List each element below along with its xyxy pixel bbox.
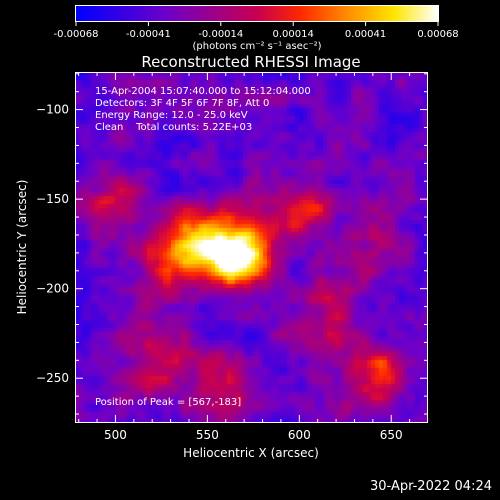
x-tick-label: 500 (104, 428, 127, 442)
colorbar-units: (photons cm⁻² s⁻¹ asec⁻²) (192, 41, 321, 52)
colorbar-tick-label: -0.00014 (198, 29, 243, 40)
y-tick-label: −200 (36, 282, 69, 296)
info-peak-position: Position of Peak = [567,-183] (95, 397, 242, 408)
colorbar-tick-label: 0.00041 (345, 29, 386, 40)
plot-area (75, 72, 428, 423)
info-energy-range: Energy Range: 12.0 - 25.0 keV (95, 110, 248, 121)
colorbar-tick-label: -0.00041 (126, 29, 171, 40)
info-detectors: Detectors: 3F 4F 5F 6F 7F 8F, Att 0 (95, 98, 270, 109)
colorbar-axis: -0.00068 -0.00041 -0.00014 0.00014 0.00041 0.… (54, 22, 459, 52)
info-time-range: 15-Apr-2004 15:07:40.000 to 15:12:04.000 (95, 86, 311, 97)
y-axis-label: Heliocentric Y (arcsec) (15, 180, 29, 315)
x-tick-label: 550 (196, 428, 219, 442)
colorbar (75, 5, 439, 22)
x-axis-label: Heliocentric X (arcsec) (183, 446, 319, 460)
y-tick-label: −100 (36, 103, 69, 117)
chart-title: Reconstructed RHESSI Image (141, 53, 360, 71)
colorbar-tick-label: 0.00068 (417, 29, 458, 40)
colorbar-tick-label: -0.00068 (54, 29, 99, 40)
colorbar-tick-label: 0.00014 (273, 29, 314, 40)
heatmap-image (75, 72, 428, 423)
info-clean-counts: Clean Total counts: 5.22E+03 (95, 122, 253, 133)
timestamp: 30-Apr-2022 04:24 (370, 479, 492, 494)
x-tick-label: 600 (288, 428, 311, 442)
plot-frame (75, 72, 428, 423)
x-tick-label: 650 (380, 428, 403, 442)
y-tick-label: −150 (36, 192, 69, 206)
title-area: Reconstructed RHESSI Image (141, 53, 360, 71)
y-tick-label: −250 (36, 371, 69, 385)
